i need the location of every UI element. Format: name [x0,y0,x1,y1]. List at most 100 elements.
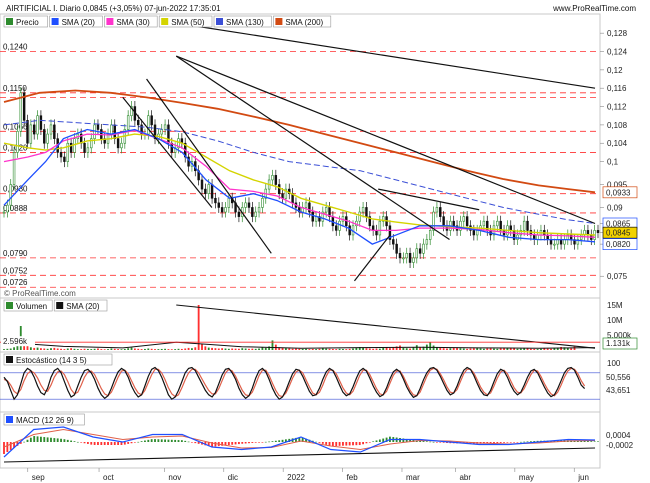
volume-bar [231,348,234,350]
volume-bar [321,348,324,350]
volume-bar [489,348,492,350]
legend-swatch-4 [216,18,223,25]
macd-histogram-bar [335,442,338,446]
macd-histogram-bar [305,438,307,442]
stoch-legend-box [3,353,113,366]
volume-bar [278,347,281,350]
trend-line-3 [146,78,272,254]
macd-histogram-bar [466,442,469,444]
candle-body [204,188,207,194]
macd-histogram-bar [144,440,146,442]
volume-bar [506,347,509,350]
volume-bar [150,348,153,350]
volume-bar [258,348,260,350]
macd-histogram-bar [180,440,183,442]
macd-histogram-bar [90,442,93,445]
candle-body [365,207,368,217]
candle-body [288,188,291,194]
macd-histogram-bar [36,436,39,442]
macd-histogram-bar [587,441,589,442]
stoch-k-line [3,366,586,401]
macd-legend: MACD (12 26 9) [16,416,74,425]
trend-line-5 [353,234,391,282]
candle-body [83,142,86,153]
legend-box-1 [49,15,103,28]
volume-tick-label: 5,000k [607,331,632,340]
macd-histogram-bar [597,441,599,442]
price-badge-box-0 [602,186,638,199]
candle-body [9,184,12,206]
macd-histogram-bar [50,437,52,442]
volume-bar [97,348,99,350]
macd-histogram-bar [237,442,240,445]
price-level-label-4: 0,0930 [3,185,28,194]
sma-30-line [3,129,596,238]
price-tick-label: 0,1 [607,158,619,167]
macd-histogram-bar [194,442,197,444]
macd-histogram-bar [425,441,428,442]
volume-bar [412,347,415,350]
volume-bar [372,348,375,350]
macd-histogram-bar [9,442,12,450]
candle-body [382,216,385,222]
sma-130-line [3,119,596,224]
candle-body [224,207,227,213]
volume-bar [402,347,405,350]
candle-body [576,239,580,245]
volume-bar [164,348,167,350]
candle-body [237,211,241,217]
volume-bar [389,348,391,350]
trend-line-6 [378,188,480,211]
candle-body [2,211,6,214]
volume-bar [140,349,143,350]
macd-histogram-bar [493,442,495,444]
candle-body [398,253,402,259]
volume-bar [378,348,381,350]
candle-body [207,184,210,194]
macd-histogram-bar [66,439,69,442]
volume-tick-label: 15M [607,301,623,310]
candle-body [110,124,113,135]
macd-histogram-bar [378,439,381,442]
macd-histogram-bar [53,438,56,442]
volume-bar [519,348,522,350]
price-badge-0: 0,0933 [606,188,631,197]
candle-body [499,220,502,231]
macd-histogram-bar [281,439,284,442]
macd-histogram-bar [73,441,76,442]
macd-histogram-bar [46,437,49,442]
price-tick-label: 0,124 [607,48,628,57]
macd-histogram-bar [435,442,438,443]
right-axis: 0,128 0,124 0,12 0,116 0,112 0,108 0,104 0,1 0,0… [600,29,638,450]
volume-bar [130,347,133,350]
candle-body [116,138,120,149]
volume-bar [442,348,445,350]
macd-histogram-bar [137,441,140,443]
candle-body [227,197,231,208]
macd-histogram-bar [516,442,519,443]
macd-histogram-bar [60,438,62,442]
candle-body [425,239,429,245]
macd-histogram-bar [43,437,46,442]
legend-box-0 [3,15,48,28]
macd-histogram-bar [107,442,109,445]
candle-body [137,120,140,126]
legend-swatch-2 [106,18,114,25]
candle-body [596,230,600,233]
volume-bar [566,347,569,350]
macd-histogram-bar [133,442,136,443]
macd-histogram-bar [328,442,331,446]
price-badge-box-2 [602,226,638,239]
price-level-label-7: 0,0752 [3,266,28,275]
volume-bar [382,347,385,350]
macd-histogram-bar [278,440,281,442]
volume-bar [211,347,213,350]
macd-histogram-bar [284,439,287,442]
candle-body [509,225,512,231]
legend-sma-5: SMA (200) [285,18,323,27]
volume-bar [167,349,170,350]
site-label[interactable]: www.ProRealTime.com [552,4,636,13]
legend-sma-4: SMA (130) [226,18,264,27]
volume-bar [144,348,146,350]
volume-sma-line [3,341,596,349]
